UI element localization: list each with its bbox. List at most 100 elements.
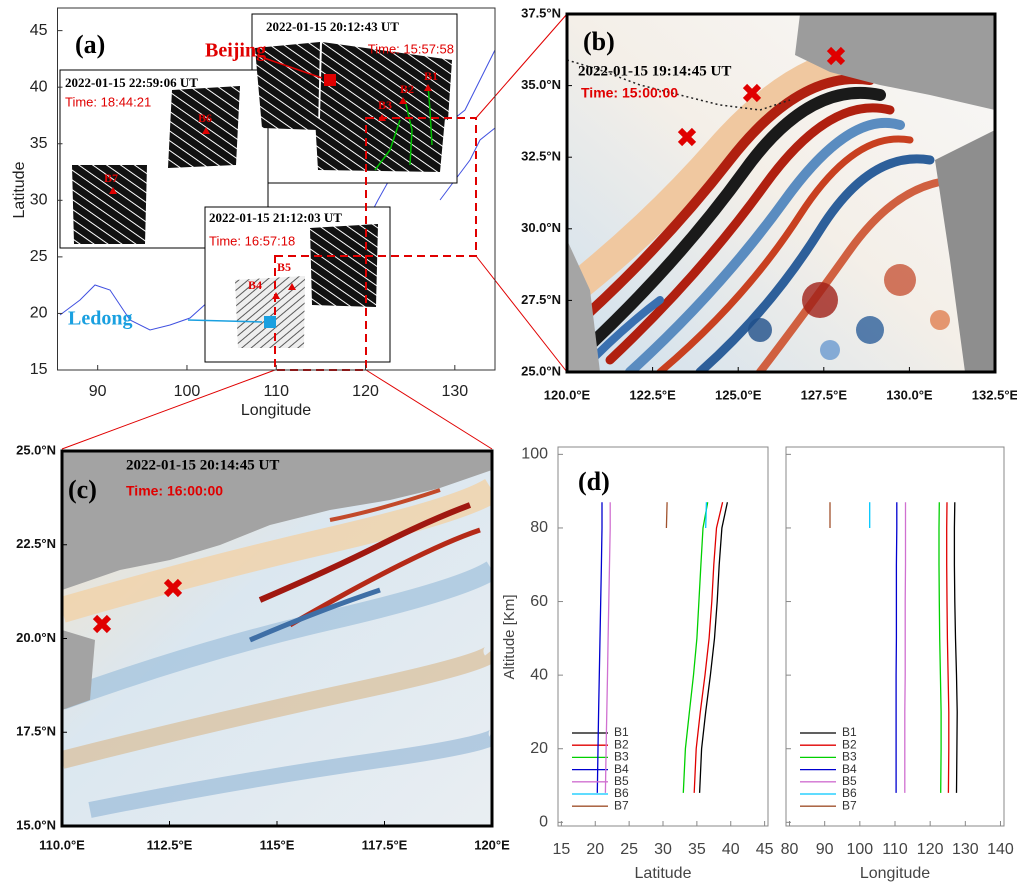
x-tick-label: 120 [917, 841, 944, 858]
y-axis-label: Latitude [11, 161, 28, 218]
x-axis-label: Longitude [860, 865, 930, 882]
y-tick-label: 32.5°N [521, 149, 561, 164]
y-tick-label: 25 [30, 248, 48, 265]
x-axis-label: Latitude [635, 865, 692, 882]
image-patch [168, 86, 240, 168]
timestamp: 2022-01-15 20:12:43 UT [266, 19, 399, 34]
profile-line [939, 502, 941, 793]
y-tick-label: 100 [521, 446, 548, 463]
local-time: Time: 16:00:00 [126, 483, 223, 499]
timestamp: 2022-01-15 21:12:03 UT [209, 210, 342, 225]
y-tick-label: 45 [30, 22, 48, 39]
station-marker [264, 316, 276, 328]
y-tick-label: 27.5°N [521, 292, 561, 307]
profile-line [700, 502, 728, 793]
y-tick-label: 60 [530, 593, 548, 610]
panel-d: (d) Latitude Longitude Altitude [Km] [501, 447, 1004, 882]
x-tick-label: 127.5°E [801, 387, 848, 402]
land [62, 630, 95, 710]
image-patch [235, 276, 305, 348]
panel-label: (c) [68, 475, 97, 504]
y-tick-label: 15.0°N [16, 817, 56, 832]
x-tick-label: 110 [882, 841, 908, 858]
local-time: Time: 16:57:18 [209, 233, 295, 248]
profile-line [597, 502, 602, 793]
x-tick-label: 130.0°E [886, 387, 933, 402]
station-label: B3 [378, 98, 392, 112]
y-tick-label: 25.0°N [521, 363, 561, 378]
y-tick-label: 0 [539, 814, 548, 831]
x-tick-label: 125.0°E [715, 387, 762, 402]
x-tick-label: 35 [688, 841, 706, 858]
figure: (a) Beijing Ledong 2022-01-15 20:12:43 U… [0, 0, 1017, 884]
x-tick-label: 140 [987, 841, 1014, 858]
station-label: B6 [198, 111, 212, 125]
panel-b: (b) 2022-01-15 19:14:45 UT Time: 15:00:0… [560, 14, 995, 372]
x-tick-label: 130 [441, 383, 468, 400]
profile-line [666, 502, 667, 528]
y-tick-label: 40 [530, 666, 548, 683]
y-tick-label: 80 [530, 519, 548, 536]
y-tick-label: 30.0°N [521, 220, 561, 235]
place-label: Ledong [68, 308, 132, 330]
profile-line [896, 502, 897, 793]
x-tick-label: 115°E [260, 837, 295, 852]
y-tick-label: 35.0°N [521, 77, 561, 92]
x-tick-label: 25 [620, 841, 638, 858]
panel-c: (c) 2022-01-15 20:14:45 UT Time: 16:00:0… [62, 451, 497, 826]
profile-line [905, 502, 906, 793]
profile-line [706, 502, 707, 528]
x-tick-label: 112.5°E [147, 837, 193, 852]
legend-label: B7 [614, 798, 629, 812]
y-tick-label: 20 [530, 740, 548, 757]
station-label: B7 [104, 171, 118, 185]
x-tick-label: 110.0°E [39, 837, 85, 852]
panel-label: (a) [75, 30, 105, 59]
image-patch [310, 224, 378, 307]
panel-label: (d) [578, 467, 610, 496]
x-tick-label: 30 [654, 841, 672, 858]
x-tick-label: 120 [352, 383, 379, 400]
x-tick-label: 110 [263, 383, 289, 400]
station-label: B2 [400, 82, 414, 96]
y-tick-label: 15 [30, 361, 48, 378]
zoom-line [366, 370, 492, 449]
x-tick-label: 45 [756, 841, 774, 858]
x-tick-label: 120°E [474, 837, 510, 852]
y-tick-label: 20 [30, 305, 48, 322]
timestamp: 2022-01-15 22:59:06 UT [65, 75, 198, 90]
y-tick-label: 35 [30, 135, 48, 152]
x-tick-label: 100 [174, 383, 201, 400]
x-tick-label: 122.5°E [629, 387, 676, 402]
x-tick-label: 20 [586, 841, 604, 858]
station-label: B1 [424, 69, 438, 83]
x-axis-label: Longitude [241, 402, 311, 419]
profile-line [954, 502, 957, 793]
x-tick-label: 80 [781, 841, 799, 858]
station-label: B4 [248, 278, 262, 292]
timestamp: 2022-01-15 19:14:45 UT [578, 63, 731, 79]
station-label: B5 [277, 260, 291, 274]
panel-label: (b) [583, 27, 615, 56]
x-tick-label: 130 [952, 841, 979, 858]
y-tick-label: 40 [30, 78, 48, 95]
x-tick-label: 117.5°E [362, 837, 408, 852]
y-tick-label: 20.0°N [16, 630, 56, 645]
x-tick-label: 132.5°E [972, 387, 1017, 402]
y-tick-label: 37.5°N [521, 5, 561, 20]
x-tick-label: 15 [552, 841, 570, 858]
local-time: Time: 15:57:58 [368, 41, 454, 56]
profile-line [605, 502, 610, 793]
y-tick-label: 25.0°N [16, 442, 56, 457]
local-time: Time: 18:44:21 [65, 94, 151, 109]
timestamp: 2022-01-15 20:14:45 UT [126, 457, 279, 473]
legend-label: B7 [842, 798, 857, 812]
x-tick-label: 90 [89, 383, 107, 400]
local-time: Time: 15:00:00 [581, 85, 678, 101]
y-tick-label: 30 [30, 192, 48, 209]
x-tick-label: 90 [816, 841, 834, 858]
x-tick-label: 40 [722, 841, 740, 858]
profile-line [694, 502, 722, 793]
profile-line [683, 502, 707, 793]
place-label: Beijing [205, 40, 266, 62]
